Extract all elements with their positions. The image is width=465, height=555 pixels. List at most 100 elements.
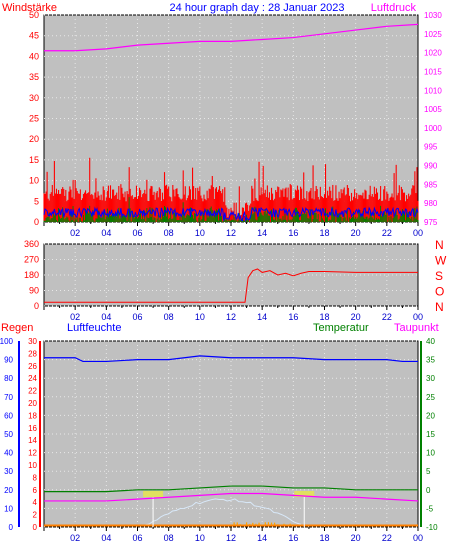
wind-panel-x-tick-label: 12 (226, 228, 236, 238)
pressure-y-tick-label: 1020 (424, 49, 442, 58)
temperature-y-tick-label: 25 (426, 393, 435, 402)
rain-y-tick-label: 18 (28, 411, 37, 420)
wind-panel-x-tick-label: 08 (164, 228, 174, 238)
wind-y-tick-label: 50 (29, 10, 39, 20)
wind-panel-x-tick-label: 18 (319, 228, 329, 238)
pressure-y-tick-label: 990 (424, 162, 438, 171)
climate-panel-x-tick-label: 20 (351, 533, 361, 543)
compass-label: O (435, 285, 444, 299)
direction-panel-x-tick-label: 16 (288, 312, 298, 322)
wind-panel-x-tick-label: 02 (70, 228, 80, 238)
dewpoint-axis-title: Taupunkt (394, 322, 439, 334)
direction-panel-x-tick-label: 10 (195, 312, 205, 322)
rain-y-tick-label: 6 (33, 486, 38, 495)
temperatur-line (44, 485, 418, 493)
rain-axis-title: Regen (1, 322, 33, 334)
compass-label: N (435, 300, 444, 314)
direction-panel-x-tick-label: 08 (164, 312, 174, 322)
wind-axis-title: Windstärke (2, 2, 57, 14)
climate-panel-x-tick-label: 16 (288, 533, 298, 543)
pressure-y-tick-label: 1005 (424, 105, 442, 114)
direction-panel-x-tick-label: 00 (413, 312, 423, 322)
humidity-y-tick-label: 20 (4, 486, 13, 495)
pressure-y-tick-label: 980 (424, 199, 438, 208)
temperature-y-tick-label: 30 (426, 374, 435, 383)
pressure-y-tick-label: 985 (424, 180, 438, 189)
rain-y-tick-label: 12 (28, 449, 37, 458)
climate-panel-x-tick-label: 00 (413, 533, 423, 543)
direction-panel-plot-area (44, 244, 418, 306)
direction-y-tick-label: 0 (34, 301, 39, 311)
pressure-y-tick-label: 1000 (424, 124, 442, 133)
taupunkt-line (44, 492, 419, 502)
wind-y-tick-label: 0 (34, 217, 39, 227)
wind-y-tick-label: 20 (29, 134, 39, 144)
direction-panel-x-tick-label: 20 (351, 312, 361, 322)
climate-panel-x-tick-label: 14 (257, 533, 267, 543)
wind-panel-x-tick-label: 06 (132, 228, 142, 238)
temperature-y-tick-label: 0 (426, 486, 431, 495)
wind-panel-x-tick-label: 16 (288, 228, 298, 238)
humidity-y-tick-label: 10 (4, 504, 13, 513)
temperature-y-tick-label: -5 (426, 504, 434, 513)
temperature-y-tick-label: 35 (426, 356, 435, 365)
wind-y-tick-label: 5 (34, 196, 39, 206)
wind-panel-x-tick-label: 00 (413, 228, 423, 238)
temperature-y-tick-label: 10 (426, 449, 435, 458)
wind-panel-x-tick-label: 04 (101, 228, 111, 238)
wind-y-tick-label: 10 (29, 176, 39, 186)
pressure-y-tick-label: 975 (424, 218, 438, 227)
temperature-y-tick-label: 5 (426, 467, 431, 476)
rain-y-tick-label: 2 (33, 511, 38, 520)
climate-panel-x-tick-label: 04 (101, 533, 111, 543)
rain-y-tick-label: 14 (28, 436, 37, 445)
chart-title: 24 hour graph day : 28 Januar 2023 (170, 2, 345, 14)
humidity-y-tick-label: 60 (4, 411, 13, 420)
wind-direction-line (44, 268, 418, 303)
humidity-y-tick-label: 0 (9, 523, 14, 532)
compass-label: W (435, 254, 447, 268)
wind-y-tick-label: 15 (29, 155, 39, 165)
rain-y-tick-label: 4 (33, 498, 38, 507)
wind-panel-x-tick-label: 14 (257, 228, 267, 238)
wind-y-tick-label: 25 (29, 114, 39, 124)
sun-marker-label (143, 491, 164, 497)
temperature-y-tick-label: 15 (426, 430, 435, 439)
temperature-axis-title: Temperatur (313, 322, 369, 334)
humidity-y-tick-label: 100 (0, 337, 14, 346)
direction-panel-x-tick-label: 22 (382, 312, 392, 322)
rain-y-tick-label: 8 (33, 473, 38, 482)
pressure-y-tick-label: 1030 (424, 11, 442, 20)
humidity-y-tick-label: 70 (4, 393, 13, 402)
rain-y-tick-label: 30 (28, 337, 37, 346)
humidity-y-tick-label: 50 (4, 430, 13, 439)
rain-y-tick-label: 22 (28, 387, 37, 396)
wind-y-tick-label: 35 (29, 72, 39, 82)
direction-y-tick-label: 180 (24, 270, 39, 280)
direction-y-tick-label: 90 (29, 286, 39, 296)
humidity-y-tick-label: 90 (4, 356, 13, 365)
humidity-y-tick-label: 30 (4, 467, 13, 476)
direction-panel-x-tick-label: 06 (132, 312, 142, 322)
wind-y-tick-label: 40 (29, 51, 39, 61)
pressure-y-tick-label: 995 (424, 143, 438, 152)
wind-panel-x-tick-label: 20 (351, 228, 361, 238)
wind-panel-x-tick-label: 22 (382, 228, 392, 238)
wind-mean-line (43, 206, 419, 223)
climate-panel-x-tick-label: 22 (382, 533, 392, 543)
wind-y-tick-label: 45 (29, 31, 39, 41)
direction-panel-x-tick-label: 04 (101, 312, 111, 322)
direction-panel-x-tick-label: 02 (70, 312, 80, 322)
pressure-y-tick-label: 1015 (424, 67, 442, 76)
luftfeuchte-line (44, 355, 418, 363)
climate-panel-x-tick-label: 18 (319, 533, 329, 543)
radiation-line (145, 498, 302, 526)
direction-panel-x-tick-label: 18 (319, 312, 329, 322)
rain-y-tick-label: 26 (28, 362, 37, 371)
rain-y-tick-label: 28 (28, 349, 37, 358)
climate-panel-x-tick-label: 06 (132, 533, 142, 543)
wind-y-tick-label: 30 (29, 93, 39, 103)
direction-panel-x-tick-label: 12 (226, 312, 236, 322)
temperature-y-tick-label: 40 (426, 337, 435, 346)
